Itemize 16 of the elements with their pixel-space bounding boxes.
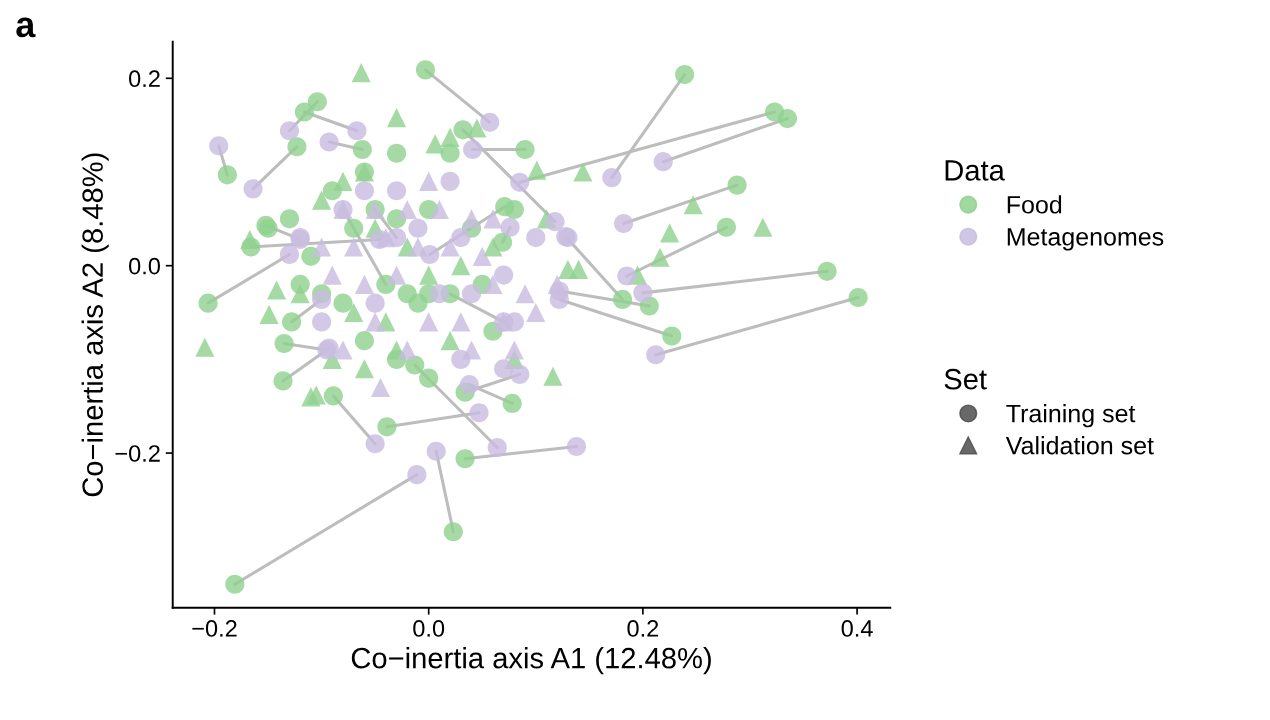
- x-tick-label: 0.4: [841, 620, 873, 637]
- x-tick-label: −0.2: [192, 620, 237, 637]
- legend-label: Validation set: [1005, 436, 1154, 455]
- y-tick-label: 0.0: [129, 257, 160, 275]
- x-axis-title: Co−inertia axis A1 (12.48%): [351, 647, 711, 675]
- x-tick-label: 0.2: [627, 620, 659, 637]
- text: Set: [944, 368, 987, 390]
- legend-label: Metagenomes: [1007, 228, 1164, 251]
- y-axis-title: Co−inertia axis A2 (8.48%): [81, 153, 109, 497]
- legend-title: Data: [945, 160, 1005, 181]
- legend-label: Food: [1007, 195, 1062, 214]
- x-tick-label: 0.0: [413, 620, 445, 637]
- y-tick-label: −0.2: [115, 445, 160, 462]
- y-tick-label: 0.2: [129, 70, 160, 88]
- legend-label: Training set: [1006, 404, 1136, 428]
- chart-title: a: [16, 17, 36, 38]
